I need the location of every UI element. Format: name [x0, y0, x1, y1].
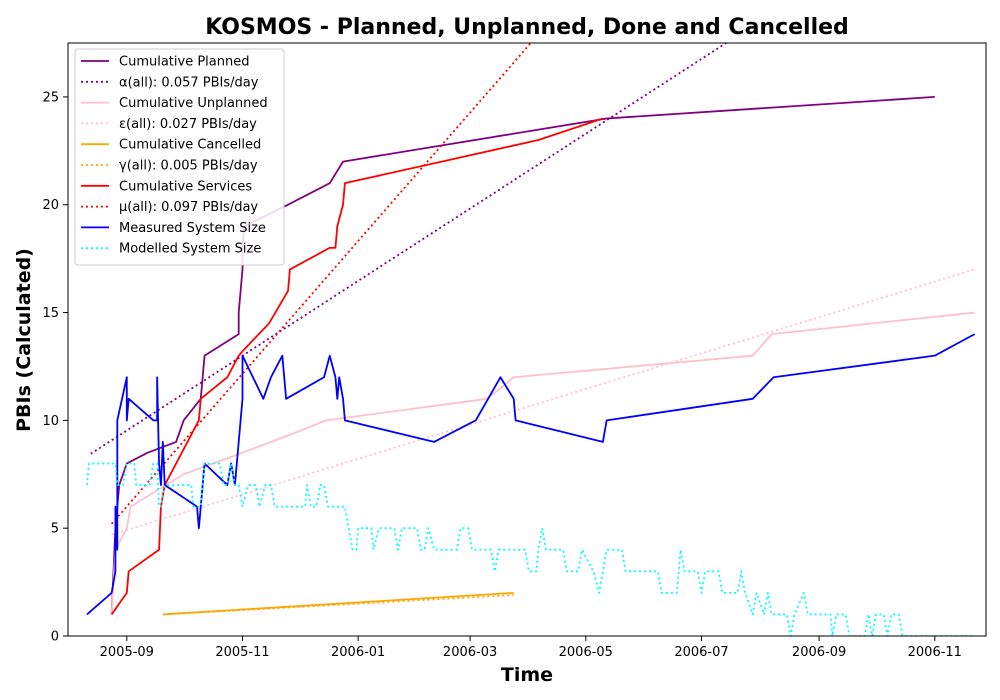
y-tick-label: 25	[42, 90, 59, 105]
legend-entry-label: α(all): 0.057 PBIs/day	[119, 75, 259, 90]
series-layer	[86, 43, 976, 636]
series-line-0	[110, 96, 935, 615]
legend-entry-label: Cumulative Services	[119, 179, 252, 194]
x-tick-label: 2006-11	[908, 645, 962, 660]
x-tick-label: 2005-11	[215, 645, 269, 660]
x-tick-label: 2006-01	[331, 645, 385, 660]
legend-entry-label: Cumulative Planned	[119, 55, 249, 70]
series-line-1	[90, 43, 727, 455]
legend-entry-label: Modelled System Size	[119, 242, 261, 257]
y-tick-label: 15	[42, 306, 59, 321]
legend-entry-label: γ(all): 0.005 PBIs/day	[119, 159, 258, 174]
x-tick-label: 2006-03	[443, 645, 497, 660]
x-tick-label: 2005-09	[100, 645, 154, 660]
y-tick-label: 5	[51, 522, 59, 537]
series-line-5	[162, 594, 514, 616]
y-tick-label: 10	[42, 414, 59, 429]
series-line-2	[110, 311, 975, 615]
plot-area	[67, 42, 987, 637]
x-tick-label: 2006-05	[559, 645, 613, 660]
legend: Cumulative Planned α(all): 0.057 PBIs/day…	[74, 48, 285, 266]
series-line-6	[110, 117, 604, 615]
series-line-3	[111, 268, 975, 536]
legend-entry-label: ε(all): 0.027 PBIs/day	[119, 117, 257, 132]
series-line-7	[110, 43, 532, 525]
series-line-4	[162, 591, 514, 616]
series-line-8	[86, 333, 976, 616]
plot-frame	[67, 42, 987, 637]
y-axis: 0 5 10 15 20 25	[42, 90, 68, 645]
legend-box	[74, 48, 285, 266]
x-axis-label: Time	[501, 664, 553, 686]
legend-entry-label: Cumulative Cancelled	[119, 138, 261, 153]
y-axis-label: PBIs (Calculated)	[13, 248, 35, 432]
y-tick-label: 0	[51, 630, 59, 645]
x-tick-label: 2006-07	[674, 645, 728, 660]
y-tick-label: 20	[42, 198, 59, 213]
legend-entry-label: Cumulative Unplanned	[119, 96, 268, 111]
legend-entry-label: Measured System Size	[119, 221, 266, 236]
legend-entry-label: μ(all): 0.097 PBIs/day	[119, 200, 258, 215]
x-axis: 2005-09 2005-11 2006-01 2006-03 2006-05 2006-…	[100, 636, 962, 660]
x-tick-label: 2006-09	[792, 645, 846, 660]
chart-title: KOSMOS - Planned, Unplanned, Done and Ca…	[205, 15, 849, 40]
